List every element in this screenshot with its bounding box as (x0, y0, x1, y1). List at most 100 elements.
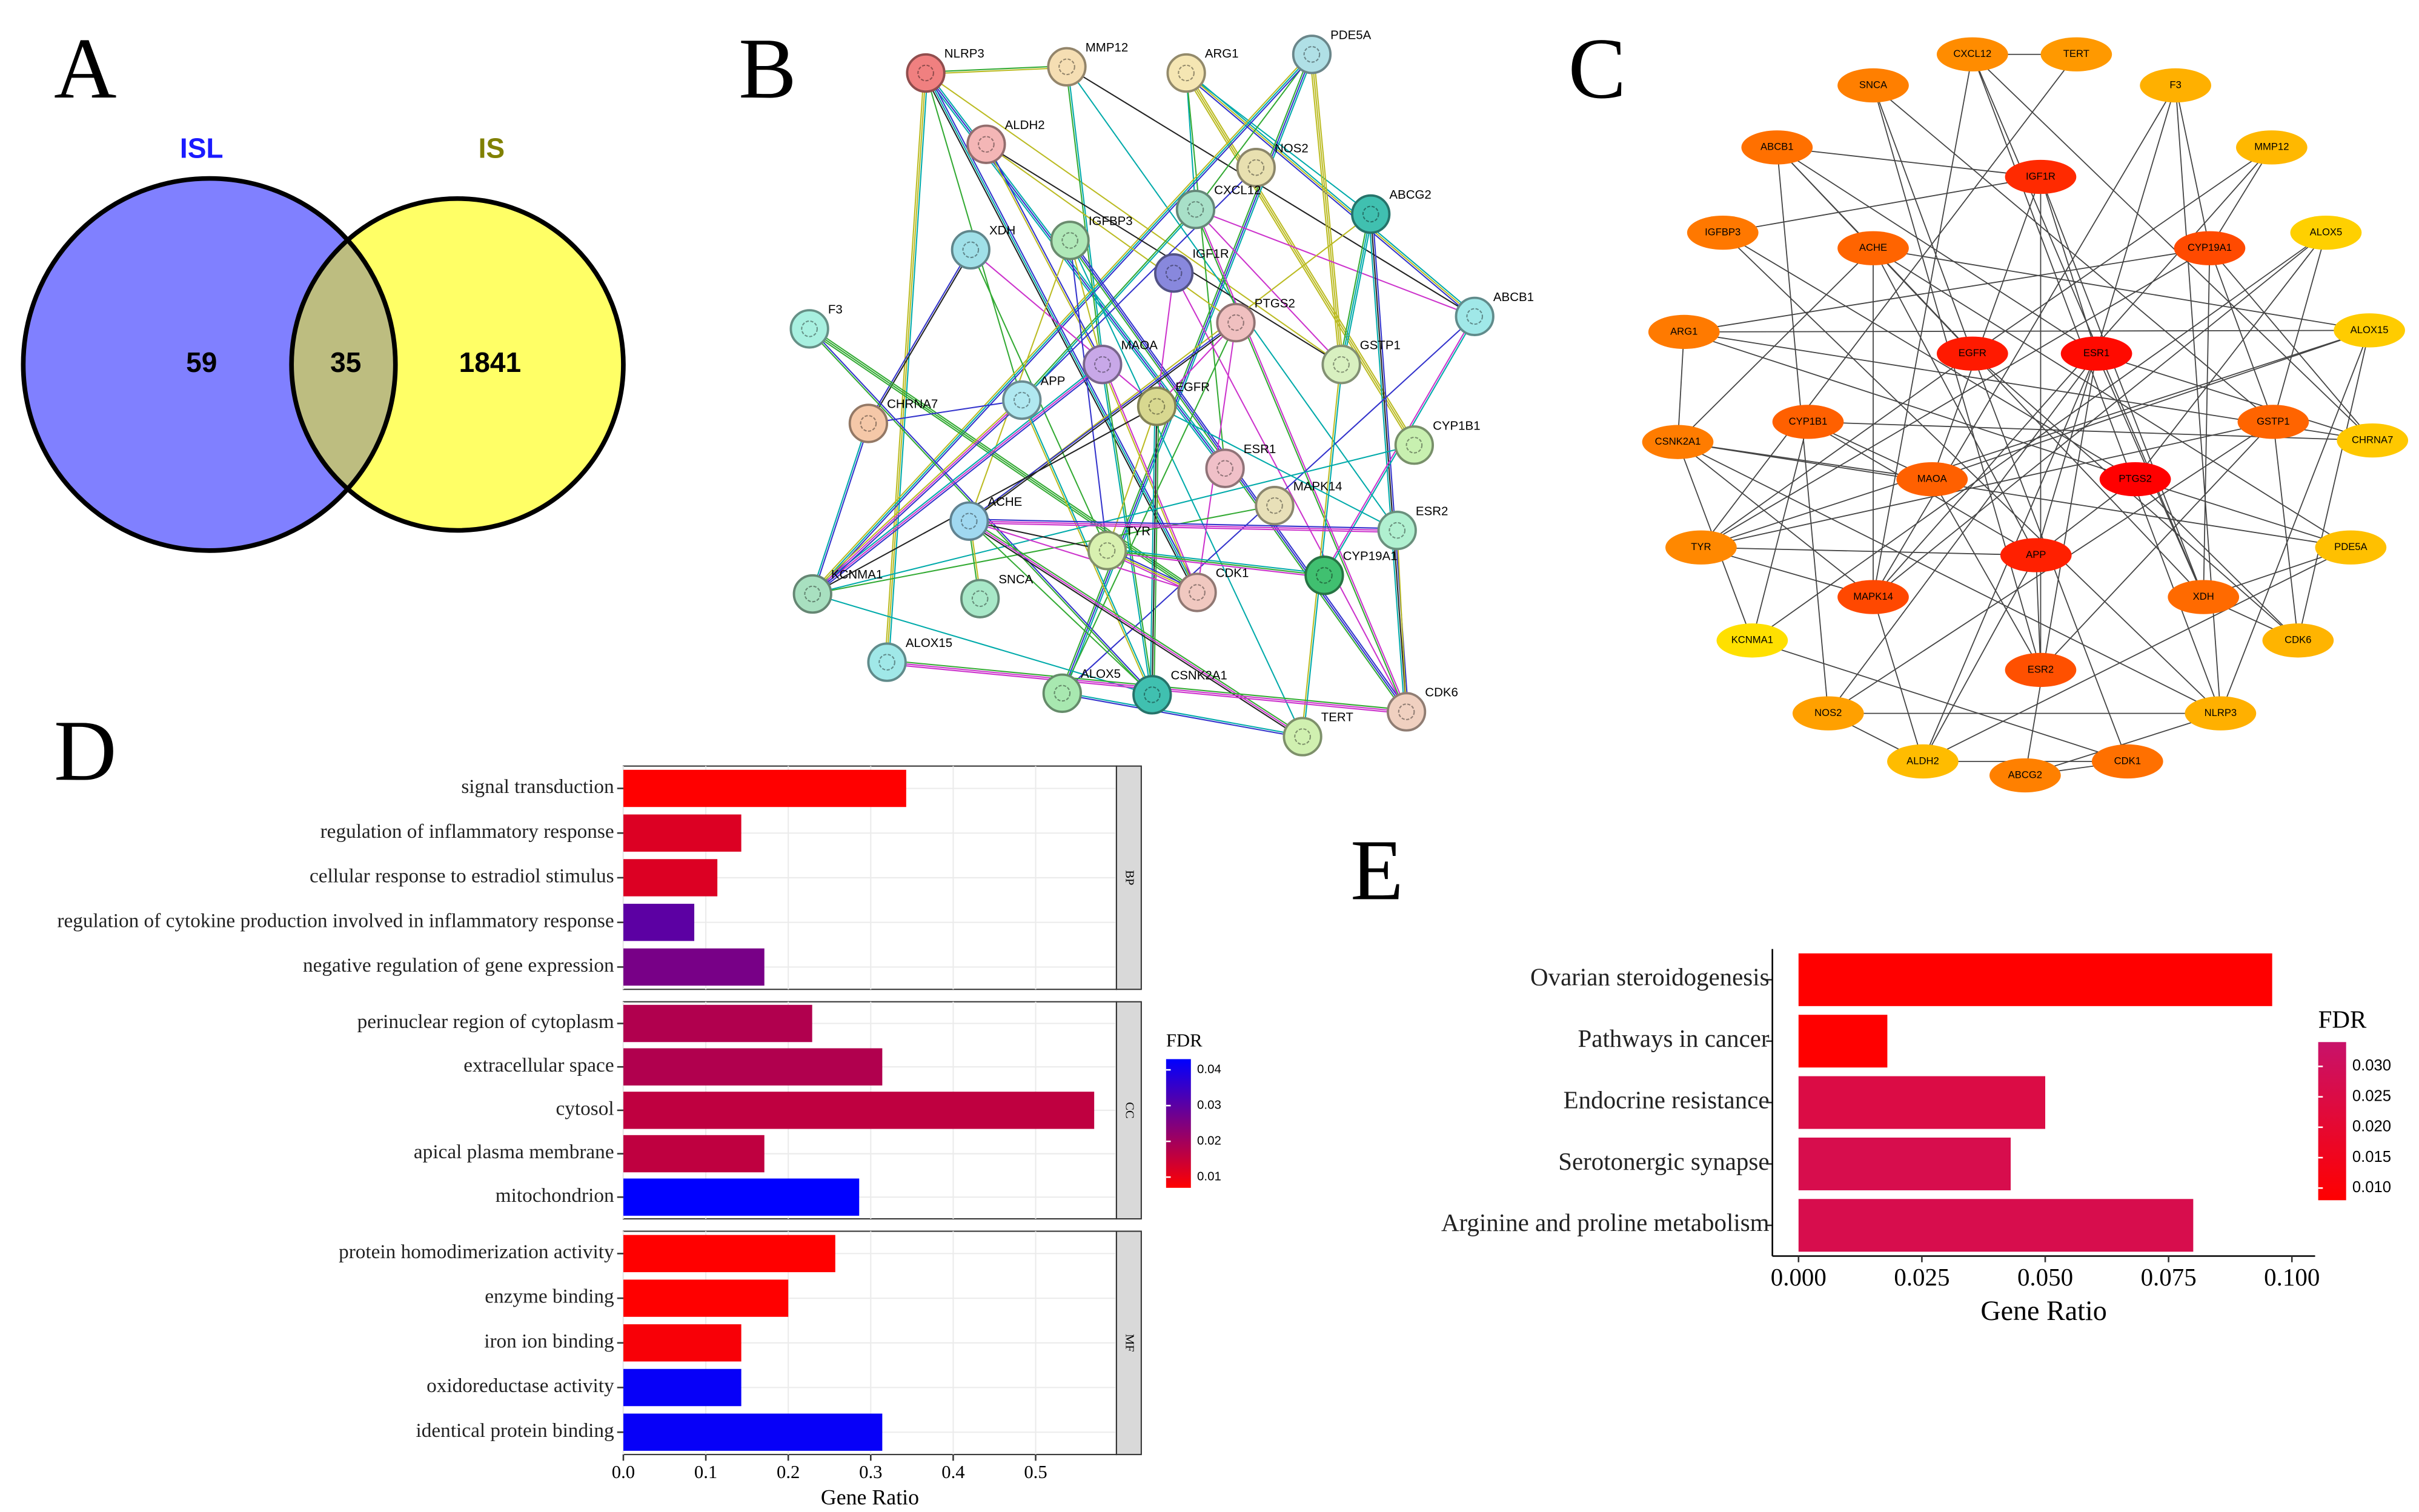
edge (1313, 54, 1344, 365)
bar (623, 903, 695, 941)
edge (2220, 330, 2370, 714)
node-label: CXCL12 (1214, 183, 1261, 197)
node-label: ABCB1 (1760, 141, 1794, 153)
node-label: MAPK14 (1293, 479, 1342, 493)
edge (2040, 421, 2274, 671)
edge (2096, 353, 2373, 441)
set-circle (23, 178, 396, 551)
node-label: IGFBP3 (1089, 214, 1133, 228)
edge (1722, 176, 2041, 234)
node-label: ACHE (987, 495, 1022, 509)
node (1792, 696, 1864, 731)
edge (969, 520, 1198, 593)
node-structure (1389, 522, 1406, 539)
edge (867, 248, 971, 423)
node-structure (1187, 201, 1204, 218)
edge (1069, 240, 1108, 551)
y-tick-label: enzyme binding (485, 1285, 614, 1308)
node-label: XDH (989, 224, 1015, 237)
node-structure (804, 585, 821, 603)
colorbar-label: 0.01 (1197, 1170, 1221, 1184)
edge (812, 399, 1023, 595)
y-tick-label: Endocrine resistance (1564, 1086, 1770, 1113)
node-structure (1013, 391, 1030, 409)
edge (1342, 214, 1373, 365)
colorbar-label: 0.030 (2352, 1057, 2391, 1074)
node-label: CSNK2A1 (1655, 436, 1701, 447)
edge (1873, 248, 2037, 555)
facet-label: MF (1123, 1334, 1136, 1352)
edge (969, 520, 1303, 737)
x-tick-label: 0.075 (2141, 1264, 2197, 1291)
edge (2134, 232, 2327, 480)
node-label: TERT (1321, 711, 1354, 724)
edge (1151, 406, 1158, 695)
edge (1186, 73, 1196, 210)
edge (1776, 147, 2097, 354)
node (1175, 190, 1216, 230)
node-structure (1362, 205, 1379, 223)
bar (623, 1178, 860, 1216)
y-tick-label: perinuclear region of cytoplasm (357, 1010, 614, 1033)
y-tick-label: Pathways in cancer (1578, 1025, 1770, 1052)
set-outline (21, 176, 398, 553)
node-label: EGFR (1175, 380, 1210, 394)
edge (1195, 208, 1475, 317)
node-structure (1098, 542, 1116, 559)
y-tick-label: regulation of inflammatory response (320, 820, 614, 843)
node (906, 53, 946, 93)
node-structure (801, 320, 818, 337)
edge (1069, 240, 1103, 365)
edge (1020, 400, 1152, 695)
node (1255, 485, 1295, 526)
edge (1153, 406, 1160, 695)
node-label: APP (1041, 374, 1066, 388)
edge (1701, 330, 2370, 548)
edge (1149, 406, 1156, 695)
x-tick-label: 0.050 (2017, 1264, 2073, 1291)
edge (2297, 330, 2370, 641)
node (1716, 623, 1788, 658)
node-label: PTGS2 (1255, 296, 1295, 310)
edge (1062, 691, 1303, 737)
y-tick-label: Serotonergic synapse (1558, 1148, 1769, 1175)
edge (1931, 330, 2370, 480)
set-outline (289, 196, 626, 533)
edge (1021, 167, 1257, 401)
edge (1873, 54, 1973, 597)
edge (1301, 364, 1341, 737)
y-tick-label: apical plasma membrane (414, 1141, 614, 1163)
node-label: IGF1R (2026, 170, 2056, 182)
edge (2209, 147, 2272, 249)
x-tick-label: 0.100 (2264, 1264, 2320, 1291)
node-label: MAOA (1121, 338, 1158, 352)
node (1377, 510, 1417, 551)
bar (623, 1413, 883, 1451)
x-tick-label: 0.4 (941, 1462, 964, 1482)
edge (969, 520, 1153, 695)
bar-chart: Ovarian steroidogenesis Pathways in cance… (1441, 949, 2391, 1326)
node (1351, 194, 1391, 234)
edge (926, 67, 1067, 75)
node (1177, 572, 1217, 612)
node-label: CYP1B1 (1433, 419, 1481, 433)
y-tick-label: iron ion binding (484, 1330, 614, 1352)
node-structure (1227, 314, 1244, 331)
edge (811, 52, 1311, 594)
edge (2134, 479, 2298, 641)
edge (811, 362, 1102, 593)
node-label: CYP19A1 (1343, 549, 1398, 563)
node (1321, 345, 1361, 385)
node (2099, 462, 2171, 497)
edge (1684, 330, 2370, 333)
node-label: ABCG2 (1389, 188, 1431, 202)
node (1989, 758, 2061, 793)
edge (1677, 248, 1874, 443)
edge (1751, 422, 1809, 641)
overlap-count: 35 (330, 346, 361, 378)
facet-label: BP (1123, 870, 1136, 885)
panel-label: A (54, 21, 117, 117)
edge (1677, 331, 1685, 442)
node-label: KCNMA1 (1731, 634, 1773, 646)
